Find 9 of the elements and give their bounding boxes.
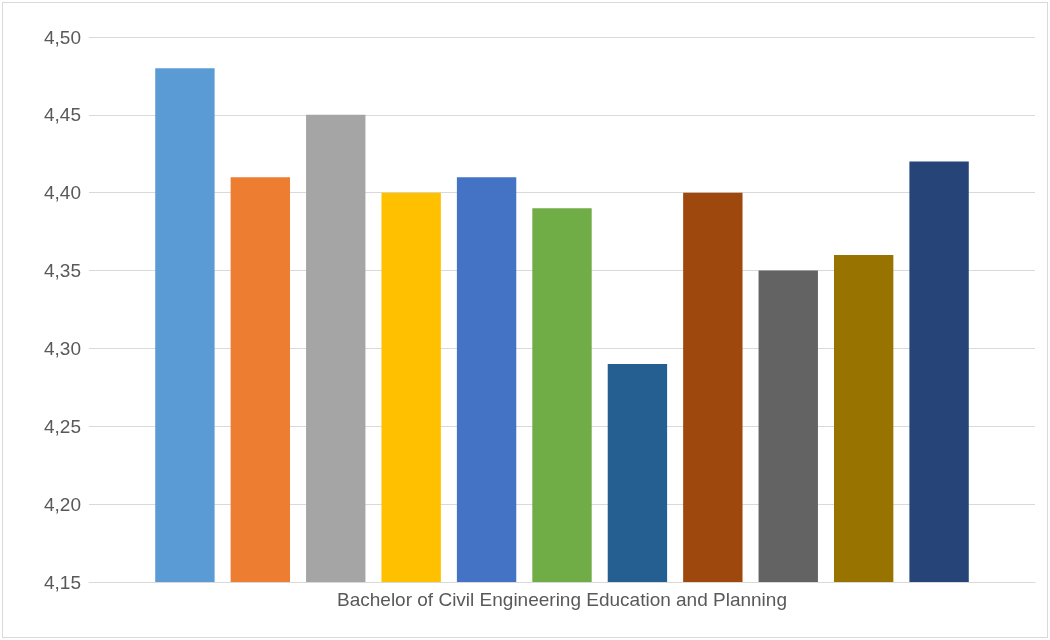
y-tick-label: 4,15 (44, 571, 81, 593)
y-tick-label: 4,40 (44, 182, 81, 204)
y-tick-label: 4,35 (44, 260, 81, 282)
y-tick-label: 4,50 (44, 26, 81, 48)
y-tick-label: 4,20 (44, 493, 81, 515)
y-tick-label: 4,45 (44, 104, 81, 126)
y-tick-label: 4,30 (44, 337, 81, 359)
x-tick-label: Bachelor of Civil Engineering Education and Planning (337, 589, 787, 610)
y-tick-label: 4,25 (44, 415, 81, 437)
